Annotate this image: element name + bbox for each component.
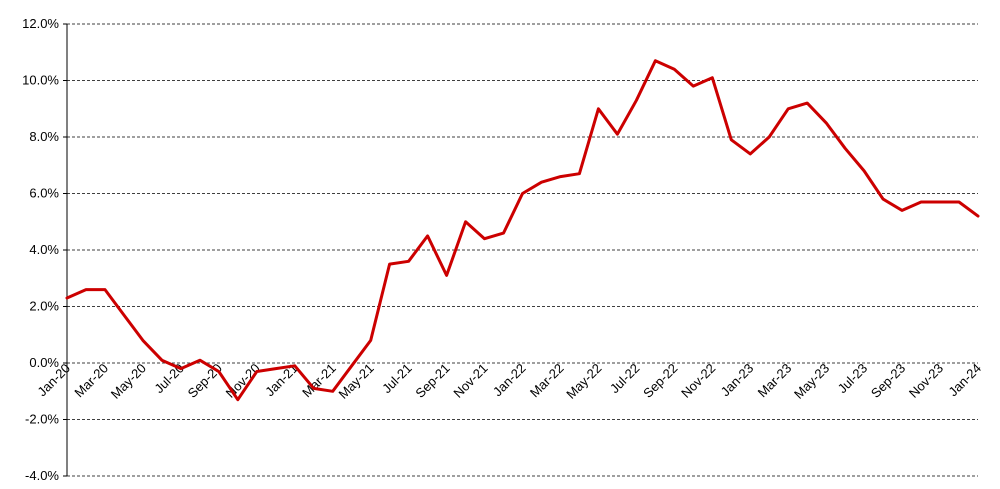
x-tick-label: Sep-23 (868, 361, 908, 401)
x-tick-label: Jan-24 (945, 361, 984, 400)
x-tick-label: Sep-22 (640, 361, 680, 401)
series-line (65, 59, 980, 402)
x-tick-label: Mar-23 (755, 361, 795, 401)
x-tick-label: May-23 (791, 361, 832, 402)
x-tick-label: Mar-22 (527, 361, 567, 401)
x-tick-label: Jan-22 (490, 361, 529, 400)
y-tick-label: -4.0% (25, 468, 59, 483)
y-tick-label: 10.0% (22, 73, 59, 88)
y-tick-label: 12.0% (22, 16, 59, 31)
x-tick-label: Sep-20 (185, 361, 225, 401)
y-tick-label: 2.0% (29, 299, 59, 314)
x-tick-label: May-22 (563, 361, 604, 402)
x-tick-label: Jul-21 (379, 361, 415, 397)
x-tick-label: Nov-22 (678, 361, 718, 401)
x-tick-label: Nov-23 (906, 361, 946, 401)
x-tick-label: Sep-21 (412, 361, 452, 401)
y-tick-label: 0.0% (29, 355, 59, 370)
x-tick-label: Jul-23 (835, 361, 871, 397)
x-tick-label: Jan-23 (718, 361, 757, 400)
x-tick-label: Jul-20 (151, 361, 187, 397)
y-tick-label: 4.0% (29, 242, 59, 257)
y-tick-label: -2.0% (25, 412, 59, 427)
x-tick-label: Nov-21 (450, 361, 490, 401)
x-tick-label: Jul-22 (607, 361, 643, 397)
y-tick-label: 6.0% (29, 186, 59, 201)
y-tick-label: 8.0% (29, 129, 59, 144)
series-group (65, 59, 980, 402)
x-tick-label: Mar-20 (71, 361, 111, 401)
y-axis-tick-labels: -4.0% -2.0% 0.0% 2.0% 4.0% 6.0% 8.0% 10.0% 12.0% (22, 16, 59, 483)
x-tick-label: May-20 (108, 361, 149, 402)
gridlines (63, 23, 978, 477)
